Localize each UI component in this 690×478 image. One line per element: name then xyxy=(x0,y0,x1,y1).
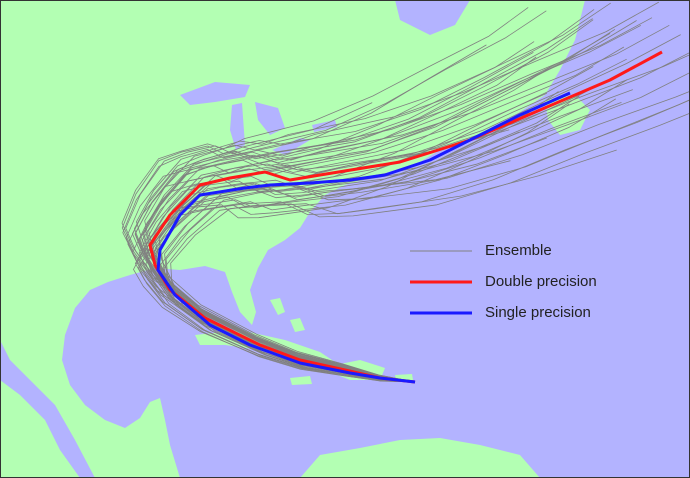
ensemble-track xyxy=(132,52,534,383)
legend-label: Ensemble xyxy=(485,242,552,259)
lake-huron xyxy=(255,102,285,135)
lake-michigan xyxy=(230,103,245,150)
lake-erie xyxy=(272,138,310,155)
single-precision-track xyxy=(156,91,571,384)
lake-superior xyxy=(180,82,250,105)
double-precision-track xyxy=(148,50,663,384)
lake-ontario xyxy=(312,120,337,132)
tracks xyxy=(121,1,690,384)
legend-label: Single precision xyxy=(485,304,591,321)
jamaica xyxy=(290,376,312,385)
legend-label: Double precision xyxy=(485,273,597,290)
ensemble-track xyxy=(121,102,416,383)
hudson-bay xyxy=(400,0,470,30)
ensemble-track xyxy=(122,44,487,383)
ensemble-track xyxy=(163,112,690,383)
ensemble-track xyxy=(136,2,611,383)
ensemble-track xyxy=(139,33,611,383)
south-america xyxy=(300,438,540,478)
ensemble-track xyxy=(121,7,529,383)
bahamas xyxy=(270,298,305,332)
ensemble-track xyxy=(133,103,543,383)
legend: Ensemble Double precision Single precisi… xyxy=(410,242,597,321)
north-america xyxy=(0,0,585,478)
ensemble-track xyxy=(145,98,617,383)
